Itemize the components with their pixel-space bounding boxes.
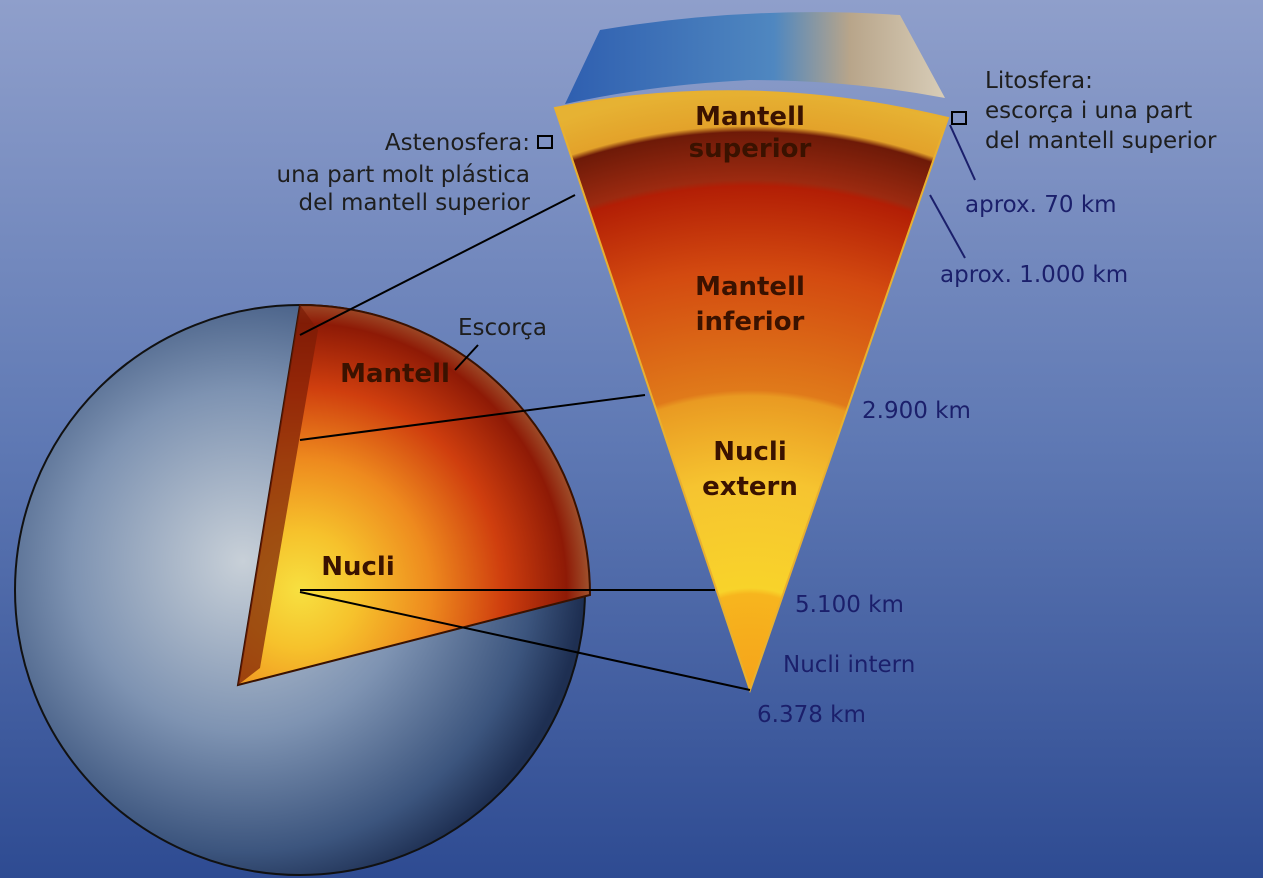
- layer-label: Mantell: [695, 272, 805, 302]
- asthenosphere-desc: una part molt plástica: [277, 162, 530, 188]
- cutaway-face: [238, 305, 318, 685]
- asthenosphere-desc: del mantell superior: [299, 190, 531, 216]
- lithosphere-desc: del mantell superior: [985, 128, 1217, 154]
- layer-label: inferior: [696, 307, 805, 337]
- depth-label: aprox. 70 km: [965, 192, 1117, 218]
- earth-wedge: [553, 90, 950, 694]
- layer-label: superior: [689, 134, 812, 164]
- inner-core-label: Nucli intern: [783, 652, 915, 678]
- marker-box: [537, 135, 553, 149]
- layer-label: Mantell: [695, 102, 805, 132]
- leader-line: [299, 591, 751, 691]
- lithosphere-desc: escorça i una part: [985, 98, 1192, 124]
- globe-label: Mantell: [340, 359, 450, 389]
- leader-line: [949, 124, 976, 181]
- depth-label: 6.378 km: [757, 702, 866, 728]
- leader-line: [929, 194, 966, 259]
- depth-label: aprox. 1.000 km: [940, 262, 1128, 288]
- layer-label: Nucli: [713, 437, 787, 467]
- depth-label: 5.100 km: [795, 592, 904, 618]
- leader-line: [299, 194, 576, 336]
- wedge-surface: [565, 12, 945, 105]
- leader-line: [454, 344, 479, 371]
- marker-box: [951, 111, 967, 125]
- leader-line: [299, 394, 646, 441]
- lithosphere-title: Litosfera:: [985, 68, 1093, 94]
- depth-label: 2.900 km: [862, 398, 971, 424]
- globe-label: Escorça: [458, 315, 547, 341]
- globe-label: Nucli: [321, 552, 395, 582]
- asthenosphere-title: Astenosfera:: [385, 130, 530, 156]
- layer-label: extern: [702, 472, 798, 502]
